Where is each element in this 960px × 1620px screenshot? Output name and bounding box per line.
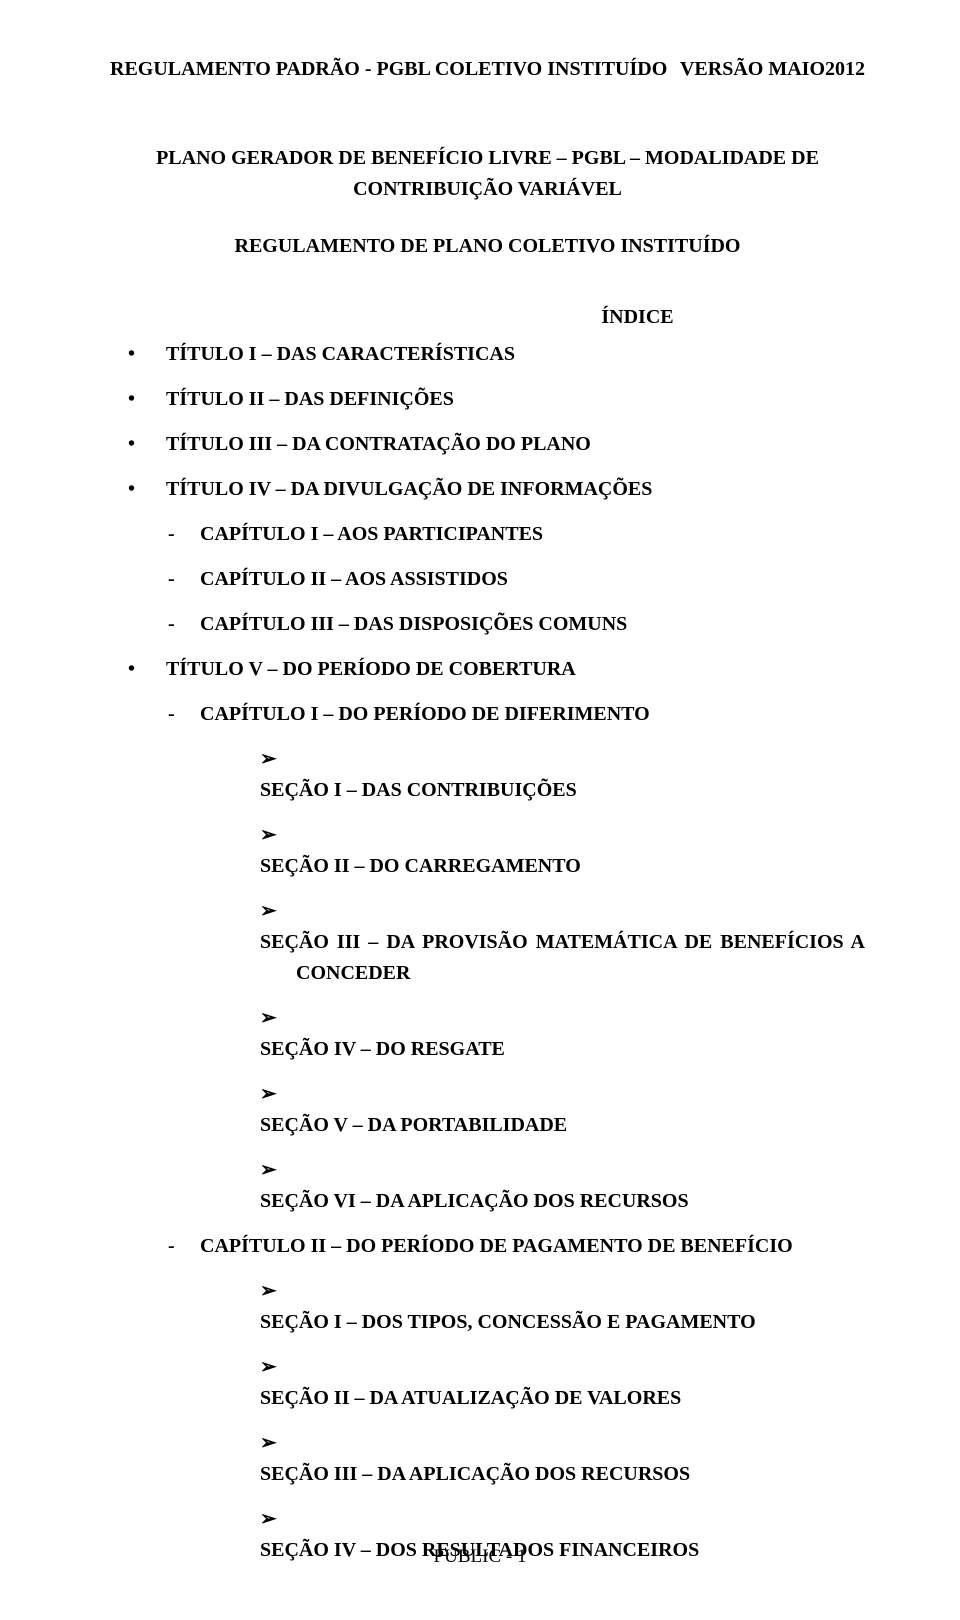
toc-sublist: CAPÍTULO I – AOS PARTICIPANTES CAPÍTULO … [110, 519, 865, 640]
toc-item-secao: SEÇÃO II – DO CARREGAMENTO [260, 820, 865, 882]
toc-text: CAPÍTULO II – AOS ASSISTIDOS [200, 568, 508, 590]
toc-item-secao: SEÇÃO IV – DO RESGATE [260, 1003, 865, 1065]
toc-item-titulo-4: TÍTULO IV – DA DIVULGAÇÃO DE INFORMAÇÕES… [110, 474, 865, 640]
header-right: VERSÃO MAIO2012 [680, 58, 865, 81]
toc-text: CAPÍTULO III – DAS DISPOSIÇÕES COMUNS [200, 613, 627, 635]
toc-text: SEÇÃO II – DO CARREGAMENTO [296, 851, 865, 882]
toc-item-capitulo: CAPÍTULO I – DO PERÍODO DE DIFERIMENTO S… [168, 699, 865, 1217]
page-header: REGULAMENTO PADRÃO - PGBL COLETIVO INSTI… [110, 58, 865, 81]
toc-sublist-sections: SEÇÃO I – DOS TIPOS, CONCESSÃO E PAGAMEN… [168, 1276, 865, 1566]
toc-list: TÍTULO I – DAS CARACTERÍSTICAS TÍTULO II… [110, 339, 865, 1566]
toc-item-capitulo: CAPÍTULO II – AOS ASSISTIDOS [168, 564, 865, 595]
toc-text: SEÇÃO III – DA PROVISÃO MATEMÁTICA DE BE… [296, 927, 865, 989]
toc-text: TÍTULO II – DAS DEFINIÇÕES [166, 388, 454, 410]
toc-sublist: CAPÍTULO I – DO PERÍODO DE DIFERIMENTO S… [110, 699, 865, 1566]
document-page: REGULAMENTO PADRÃO - PGBL COLETIVO INSTI… [0, 0, 960, 1620]
toc-item-secao: SEÇÃO I – DOS TIPOS, CONCESSÃO E PAGAMEN… [260, 1276, 865, 1338]
toc-item-capitulo: CAPÍTULO II – DO PERÍODO DE PAGAMENTO DE… [168, 1231, 865, 1566]
toc-text: SEÇÃO III – DA APLICAÇÃO DOS RECURSOS [296, 1459, 865, 1490]
toc-sublist-sections: SEÇÃO I – DAS CONTRIBUIÇÕES SEÇÃO II – D… [168, 744, 865, 1217]
toc-item-secao: SEÇÃO III – DA APLICAÇÃO DOS RECURSOS [260, 1428, 865, 1490]
toc-item-titulo-2: TÍTULO II – DAS DEFINIÇÕES [110, 384, 865, 415]
document-title: PLANO GERADOR DE BENEFÍCIO LIVRE – PGBL … [110, 143, 865, 205]
toc-item-titulo-1: TÍTULO I – DAS CARACTERÍSTICAS [110, 339, 865, 370]
toc-item-secao: SEÇÃO VI – DA APLICAÇÃO DOS RECURSOS [260, 1155, 865, 1217]
toc-text: CAPÍTULO II – DO PERÍODO DE PAGAMENTO DE… [200, 1235, 793, 1257]
toc-item-capitulo: CAPÍTULO I – AOS PARTICIPANTES [168, 519, 865, 550]
toc-text: SEÇÃO I – DOS TIPOS, CONCESSÃO E PAGAMEN… [296, 1307, 865, 1338]
toc-item-secao: SEÇÃO II – DA ATUALIZAÇÃO DE VALORES [260, 1352, 865, 1414]
toc-text: TÍTULO V – DO PERÍODO DE COBERTURA [166, 658, 576, 680]
toc-text: SEÇÃO II – DA ATUALIZAÇÃO DE VALORES [296, 1383, 865, 1414]
toc-item-titulo-5: TÍTULO V – DO PERÍODO DE COBERTURA CAPÍT… [110, 654, 865, 1566]
toc-text: CAPÍTULO I – DO PERÍODO DE DIFERIMENTO [200, 703, 650, 725]
toc-text: TÍTULO III – DA CONTRATAÇÃO DO PLANO [166, 433, 591, 455]
toc-item-secao: SEÇÃO V – DA PORTABILIDADE [260, 1079, 865, 1141]
toc-text: SEÇÃO VI – DA APLICAÇÃO DOS RECURSOS [296, 1186, 865, 1217]
title-line-2: CONTRIBUIÇÃO VARIÁVEL [110, 174, 865, 205]
toc-item-secao: SEÇÃO III – DA PROVISÃO MATEMÁTICA DE BE… [260, 896, 865, 989]
toc-text: SEÇÃO V – DA PORTABILIDADE [296, 1110, 865, 1141]
toc-text: SEÇÃO I – DAS CONTRIBUIÇÕES [296, 775, 865, 806]
toc-text: CAPÍTULO I – AOS PARTICIPANTES [200, 523, 543, 545]
document-subtitle: REGULAMENTO DE PLANO COLETIVO INSTITUÍDO [110, 235, 865, 258]
toc-item-titulo-3: TÍTULO III – DA CONTRATAÇÃO DO PLANO [110, 429, 865, 460]
toc-text: TÍTULO IV – DA DIVULGAÇÃO DE INFORMAÇÕES [166, 478, 652, 500]
header-left: REGULAMENTO PADRÃO - PGBL COLETIVO INSTI… [110, 58, 667, 81]
toc-item-capitulo: CAPÍTULO III – DAS DISPOSIÇÕES COMUNS [168, 609, 865, 640]
page-footer: PUBLIC - 1 [0, 1546, 960, 1568]
toc-item-secao: SEÇÃO I – DAS CONTRIBUIÇÕES [260, 744, 865, 806]
index-heading: ÍNDICE [410, 306, 865, 329]
title-line-1: PLANO GERADOR DE BENEFÍCIO LIVRE – PGBL … [110, 143, 865, 174]
toc-text: TÍTULO I – DAS CARACTERÍSTICAS [166, 343, 515, 365]
toc-text: SEÇÃO IV – DO RESGATE [296, 1034, 865, 1065]
